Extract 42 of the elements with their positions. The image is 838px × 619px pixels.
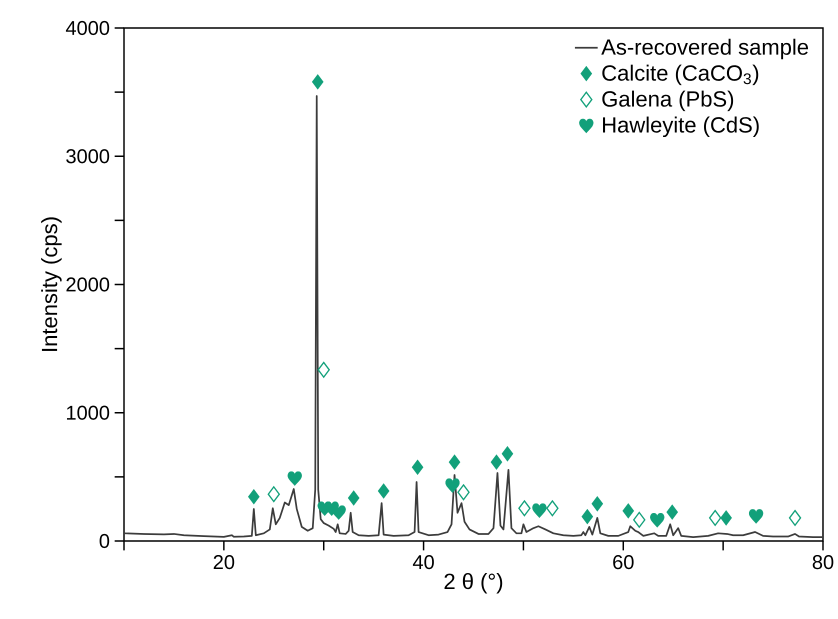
point — [720, 510, 732, 526]
point — [633, 512, 646, 528]
point — [582, 509, 594, 524]
legend-label: Hawleyite (CdS) — [603, 116, 759, 138]
point — [622, 503, 634, 518]
point — [650, 513, 664, 528]
point — [445, 478, 460, 493]
legend-label: Calcite (CaCO$_{3}$) — [602, 64, 758, 86]
y-tick-label: 2000 — [66, 277, 110, 292]
y-tick-label: 1000 — [66, 406, 110, 420]
x-tick-label: 40 — [412, 555, 434, 570]
point — [318, 362, 330, 378]
legend-label: As-recovered sample — [601, 38, 808, 60]
y-axis-title: Intensity (cps) — [41, 217, 62, 351]
point — [457, 484, 470, 500]
y-tick-label: 4000 — [66, 20, 110, 36]
point — [412, 460, 424, 475]
x-axis-title: 2 θ (°) — [444, 573, 502, 594]
point — [502, 446, 514, 462]
point — [546, 500, 559, 516]
point — [312, 74, 324, 90]
point — [788, 510, 802, 526]
point — [378, 483, 390, 499]
point — [348, 490, 360, 506]
y-tick-label: 3000 — [66, 149, 110, 164]
legend-label: Galena (PbS) — [602, 90, 734, 112]
point — [288, 471, 302, 486]
point — [518, 500, 531, 516]
point — [666, 504, 678, 520]
point — [268, 486, 280, 502]
x-tick-label: 20 — [214, 555, 234, 570]
point — [532, 503, 547, 518]
point — [248, 489, 260, 504]
point — [708, 510, 722, 526]
x-tick-label: 60 — [613, 555, 634, 570]
point — [490, 454, 502, 470]
point — [332, 505, 346, 520]
x-tick-label: 80 — [812, 555, 834, 570]
point — [448, 454, 460, 470]
point — [748, 509, 764, 524]
point — [592, 496, 604, 512]
y-tick-label: 0 — [100, 534, 110, 548]
